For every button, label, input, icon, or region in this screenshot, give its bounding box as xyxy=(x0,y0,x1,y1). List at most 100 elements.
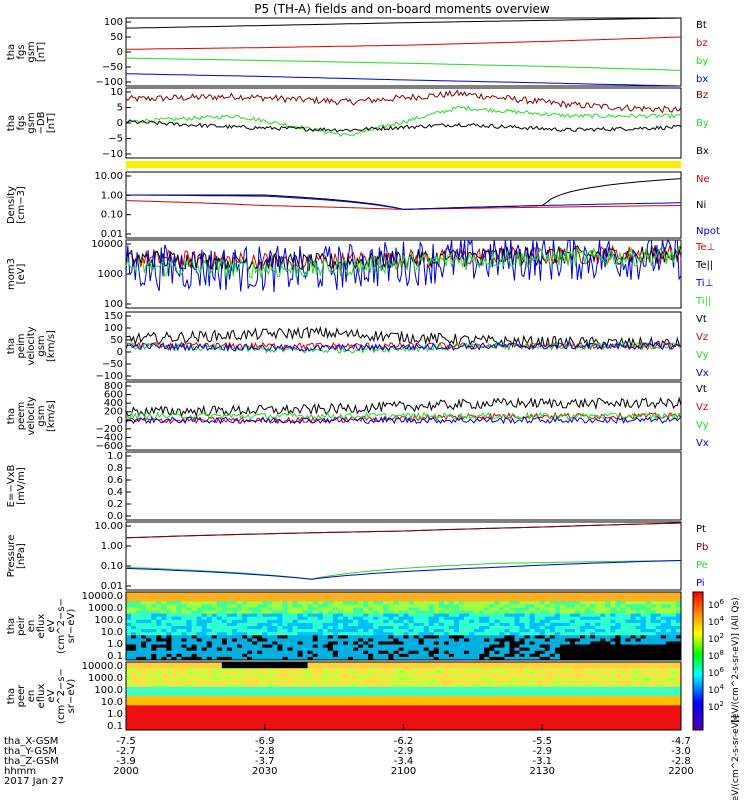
heatmap-cell xyxy=(353,692,359,697)
heatmap-cell xyxy=(469,671,475,675)
heatmap-cell xyxy=(343,592,349,596)
heatmap-cell xyxy=(176,723,182,728)
heatmap-cell xyxy=(181,692,187,697)
heatmap-cell xyxy=(337,671,344,675)
heatmap-cell xyxy=(544,592,551,596)
heatmap-cell xyxy=(590,705,596,709)
heatmap-cell xyxy=(534,668,541,672)
heatmap-cell xyxy=(454,610,460,615)
heatmap-cell xyxy=(413,692,420,697)
heatmap-cell xyxy=(479,644,485,649)
heatmap-cell xyxy=(565,699,571,703)
heatmap-cell xyxy=(469,720,475,725)
heatmap-cell xyxy=(312,607,319,612)
heatmap-cell xyxy=(433,638,440,642)
heatmap-cell xyxy=(489,601,495,605)
heatmap-cell xyxy=(484,641,490,646)
heatmap-cell xyxy=(211,711,218,716)
heatmap-cell xyxy=(403,647,409,652)
heatmap-cell xyxy=(454,717,460,722)
heatmap-cell xyxy=(423,680,430,685)
heatmap-cell xyxy=(509,641,515,646)
heatmap-cell xyxy=(539,662,546,666)
heatmap-cell xyxy=(343,635,349,639)
heatmap-cell xyxy=(272,601,278,605)
heatmap-cell xyxy=(393,635,399,639)
heatmap-cell xyxy=(605,711,611,716)
heatmap-cell xyxy=(287,622,293,627)
heatmap-cell xyxy=(655,723,662,728)
heatmap-cell xyxy=(358,686,364,691)
heatmap-cell xyxy=(292,683,298,688)
heatmap-cell xyxy=(176,692,182,697)
heatmap-cell xyxy=(438,686,445,691)
heatmap-cell xyxy=(544,686,551,691)
heatmap-cell xyxy=(353,619,359,624)
heatmap-cell xyxy=(595,671,601,675)
heatmap-cell xyxy=(383,598,389,602)
heatmap-cell xyxy=(141,726,147,731)
heatmap-cell xyxy=(242,622,248,627)
heatmap-cell xyxy=(267,711,273,716)
heatmap-cell xyxy=(459,665,465,669)
heatmap-cell xyxy=(580,692,586,697)
heatmap-cell xyxy=(337,592,344,596)
heatmap-cell xyxy=(539,604,546,608)
heatmap-cell xyxy=(247,610,253,615)
heatmap-cell xyxy=(151,626,157,630)
heatmap-cell xyxy=(519,662,525,666)
heatmap-cell xyxy=(580,607,586,612)
heatmap-cell xyxy=(423,616,430,621)
heatmap-cell xyxy=(438,668,445,672)
heatmap-cell xyxy=(660,610,667,615)
heatmap-cell xyxy=(181,632,187,636)
heatmap-cell xyxy=(529,702,536,706)
heatmap-cell xyxy=(428,629,435,633)
heatmap-cell xyxy=(625,601,631,605)
heatmap-cell xyxy=(206,644,213,649)
heatmap-cell xyxy=(650,723,657,728)
heatmap-cell xyxy=(307,601,314,605)
heatmap-cell xyxy=(494,705,500,709)
heatmap-cell xyxy=(539,689,546,694)
heatmap-cell xyxy=(398,726,404,731)
heatmap-cell xyxy=(277,677,283,682)
heatmap-cell xyxy=(312,662,319,666)
heatmap-cell xyxy=(186,705,192,709)
heatmap-cell xyxy=(252,604,258,608)
heatmap-cell xyxy=(665,607,672,612)
heatmap-cell xyxy=(494,650,500,655)
heatmap-cell xyxy=(267,708,273,712)
heatmap-cell xyxy=(297,665,303,669)
y-tick-label: 100 xyxy=(104,299,123,310)
heatmap-cell xyxy=(383,671,389,675)
heatmap-cell xyxy=(474,595,480,599)
heatmap-cell xyxy=(504,668,510,672)
heatmap-cell xyxy=(297,711,303,716)
y-tick-label: −600 xyxy=(96,441,123,452)
y-axis-label: (cm^2−s− xyxy=(56,598,67,654)
heatmap-cell xyxy=(226,699,233,703)
heatmap-cell xyxy=(181,689,187,694)
heatmap-cell xyxy=(322,656,329,661)
heatmap-cell xyxy=(423,632,430,636)
heatmap-cell xyxy=(625,607,631,612)
heatmap-cell xyxy=(459,708,465,712)
heatmap-cell xyxy=(327,696,334,700)
heatmap-cell xyxy=(257,677,263,682)
heatmap-cell xyxy=(312,604,319,608)
heatmap-cell xyxy=(287,723,293,728)
heatmap-cell xyxy=(141,677,147,682)
heatmap-cell xyxy=(252,632,258,636)
heatmap-cell xyxy=(610,711,616,716)
heatmap-cell xyxy=(393,592,399,596)
heatmap-cell xyxy=(554,601,561,605)
heatmap-cell xyxy=(418,708,425,712)
heatmap-cell xyxy=(454,689,460,694)
heatmap-cell xyxy=(504,626,510,630)
heatmap-cell xyxy=(650,662,657,666)
heatmap-cell xyxy=(232,708,238,712)
heatmap-cell xyxy=(166,696,172,700)
heatmap-cell xyxy=(201,601,208,605)
heatmap-cell xyxy=(615,650,621,655)
